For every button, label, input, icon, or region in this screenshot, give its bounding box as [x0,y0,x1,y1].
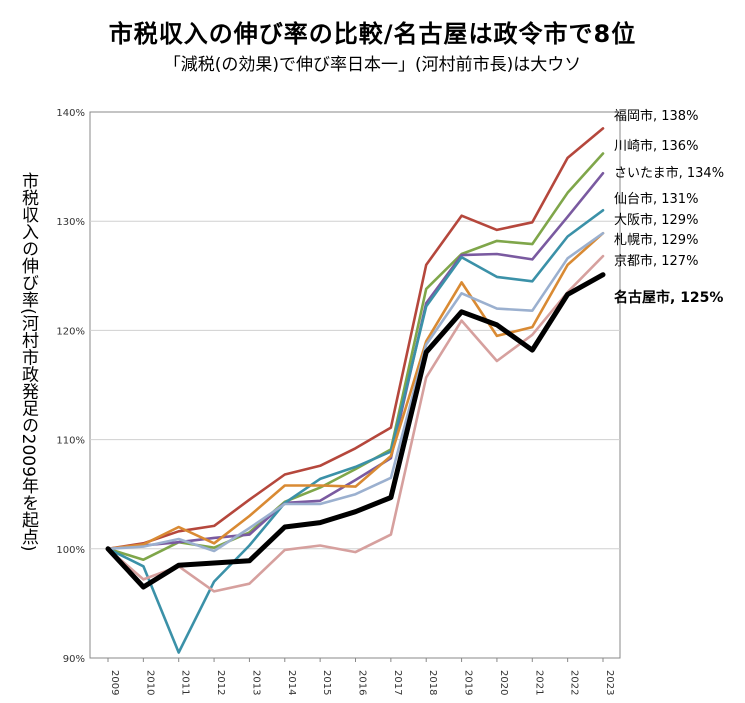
x-tick-label: 2009 [109,670,120,695]
series-line-大阪市 [106,231,605,551]
x-tick-label: 2015 [321,670,332,695]
y-axis-ticks: 90% 100% 110% 120% 130% 140% [56,108,85,665]
x-tick-label: 2017 [392,670,403,695]
x-tick-label: 2022 [569,670,580,695]
series-line-仙台市 [106,209,605,654]
y-tick-label: 100% [56,545,85,556]
y-tick-label: 130% [56,217,85,228]
x-axis-ticks: 2009 2010 2011 2012 2013 2014 2015 2016 2017 2018… [107,658,615,695]
x-tick-label: 2018 [427,670,438,695]
chart-title: 市税収入の伸び率の比較/名古屋は政令市で8位 [108,20,637,48]
series-end-label: 川崎市, 136% [614,138,698,154]
y-tick-label: 120% [56,326,85,337]
y-tick-label: 140% [56,108,85,119]
x-tick-label: 2011 [180,670,191,695]
series-line-さいたま市 [106,171,605,551]
x-tick-label: 2012 [215,670,226,695]
x-tick-label: 2016 [357,670,368,695]
x-tick-label: 2013 [250,670,261,695]
x-tick-label: 2019 [463,670,474,695]
series-end-label: 名古屋市, 125% [614,289,723,306]
series-line-札幌市 [106,231,605,553]
series-end-label: 福岡市, 138% [614,108,698,124]
y-axis-label: 市税収入の伸び率(河村市政発足の2009年を起点) [18,172,38,552]
y-tick-label: 90% [63,654,85,665]
x-tick-label: 2020 [498,670,509,695]
plot-area [89,111,621,659]
series-end-label: さいたま市, 134% [614,165,724,181]
series-line-名古屋市 [105,272,606,590]
series-end-label: 京都市, 127% [614,253,698,269]
x-tick-label: 2014 [286,670,297,695]
series-lines [105,127,606,654]
series-line-福岡市 [106,127,605,551]
series-end-labels: 福岡市, 138% 川崎市, 136% さいたま市, 134% 仙台市, 131% 大阪… [614,108,724,306]
x-tick-label: 2023 [604,670,615,695]
series-end-label: 仙台市, 131% [614,191,698,207]
chart-subtitle: 「減税(の効果)で伸び率日本一」(河村前市長)は大ウソ [163,55,582,75]
y-tick-label: 110% [56,436,85,447]
x-tick-label: 2021 [533,670,544,695]
series-end-label: 大阪市, 129% [614,212,698,228]
series-end-label: 札幌市, 129% [614,232,698,248]
x-tick-label: 2010 [144,670,155,695]
